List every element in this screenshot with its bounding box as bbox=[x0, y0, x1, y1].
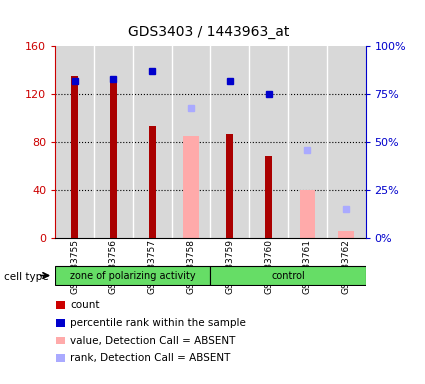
Bar bbox=[227, 134, 233, 238]
Bar bbox=[133, 46, 172, 238]
Bar bbox=[172, 46, 210, 238]
Bar bbox=[94, 46, 133, 238]
Text: control: control bbox=[271, 270, 305, 281]
Bar bbox=[249, 46, 288, 238]
Text: percentile rank within the sample: percentile rank within the sample bbox=[70, 318, 246, 328]
Text: cell type: cell type bbox=[4, 272, 49, 282]
Bar bbox=[183, 136, 199, 238]
Bar bbox=[110, 77, 117, 238]
Bar bbox=[56, 336, 65, 344]
Bar bbox=[265, 157, 272, 238]
Text: count: count bbox=[70, 300, 99, 310]
Bar bbox=[56, 301, 65, 309]
Text: rank, Detection Call = ABSENT: rank, Detection Call = ABSENT bbox=[70, 353, 230, 363]
Bar bbox=[55, 46, 94, 238]
Text: zone of polarizing activity: zone of polarizing activity bbox=[70, 270, 196, 281]
Bar bbox=[327, 46, 366, 238]
Bar bbox=[300, 190, 315, 238]
Bar bbox=[338, 231, 354, 238]
Bar bbox=[288, 46, 327, 238]
FancyBboxPatch shape bbox=[210, 266, 366, 285]
FancyBboxPatch shape bbox=[55, 266, 210, 285]
Text: GDS3403 / 1443963_at: GDS3403 / 1443963_at bbox=[128, 25, 289, 39]
Text: value, Detection Call = ABSENT: value, Detection Call = ABSENT bbox=[70, 336, 235, 346]
Bar bbox=[210, 46, 249, 238]
Bar bbox=[149, 126, 156, 238]
Bar bbox=[71, 76, 78, 238]
Bar bbox=[56, 354, 65, 362]
Bar bbox=[56, 319, 65, 326]
